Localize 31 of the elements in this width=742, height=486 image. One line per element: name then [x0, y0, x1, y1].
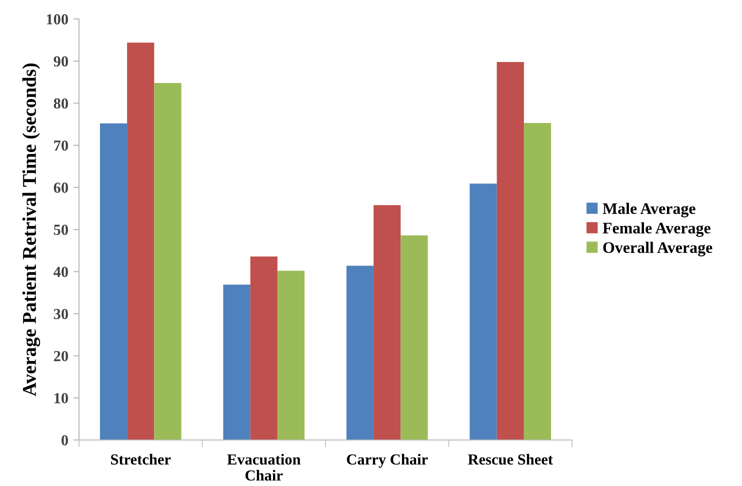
bar [374, 205, 401, 440]
y-tick-label: 100 [46, 14, 68, 24]
y-tick-label: 20 [54, 350, 68, 362]
bar [470, 184, 497, 440]
y-tick-label: 50 [54, 224, 68, 235]
x-tick-label: Evacuation Chair [227, 454, 301, 481]
bar [223, 284, 250, 440]
y-axis-title: Average Patient Retrival Time (seconds) [22, 63, 40, 396]
bar [524, 122, 552, 440]
legend-label: Female Average [602, 222, 710, 237]
bar [400, 235, 428, 440]
y-tick-label: 60 [54, 182, 68, 193]
x-tick-label: Rescue Sheet [468, 454, 553, 465]
y-tick-label: 40 [54, 266, 68, 278]
y-tick-label: 80 [54, 98, 68, 109]
x-tick-label: Carry Chair [346, 454, 428, 468]
bar [277, 270, 305, 440]
legend-label: Overall Average [603, 242, 712, 256]
bar [127, 42, 154, 440]
x-tick-label: Stretcher [111, 454, 171, 465]
bar [250, 256, 278, 440]
y-tick-label: 70 [54, 140, 68, 151]
bar [496, 62, 524, 440]
y-tick-label: 10 [54, 393, 68, 404]
y-tick-label: 90 [54, 56, 68, 67]
bar [346, 266, 374, 440]
bar [100, 123, 128, 440]
y-tick-label: 30 [54, 308, 68, 320]
bar [154, 82, 182, 440]
y-tick-label: 0 [62, 435, 68, 446]
legend-label: Male Average [602, 202, 696, 218]
